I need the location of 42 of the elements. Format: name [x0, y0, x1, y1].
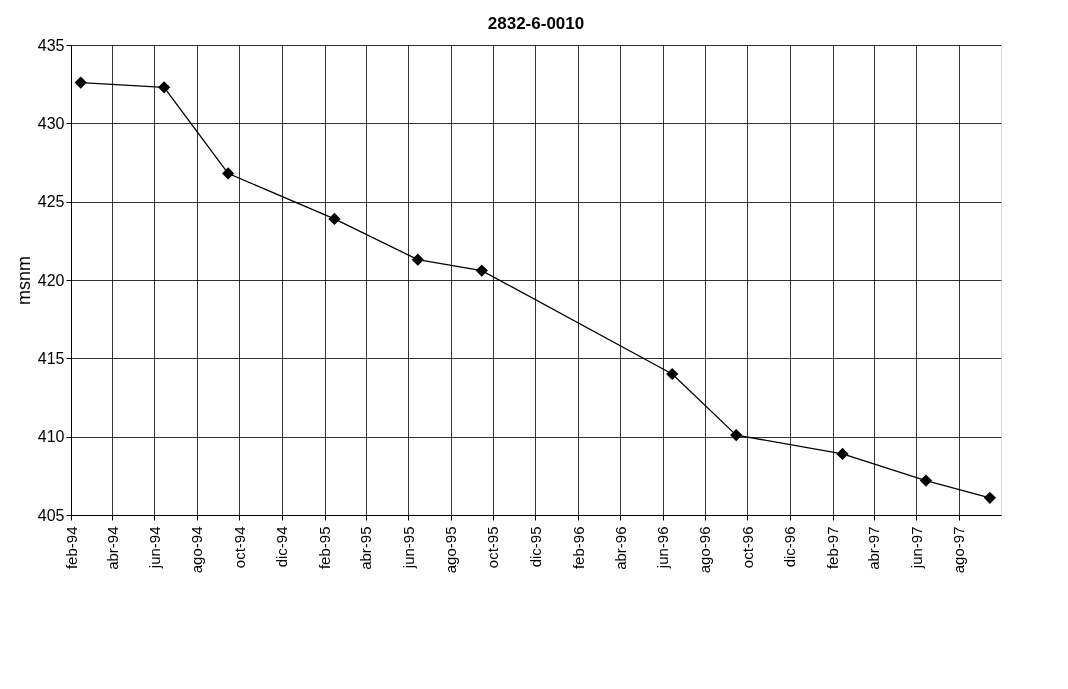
- x-tick-label: oct-95: [484, 526, 502, 569]
- y-axis-title: msnm: [13, 256, 34, 305]
- point: [221, 167, 235, 180]
- point: [983, 491, 996, 504]
- chart-title: 2832-6-0010: [487, 14, 585, 33]
- point: [475, 264, 488, 277]
- x-tick-label: abr-95: [357, 526, 375, 570]
- x-tick-label: oct-94: [230, 526, 248, 569]
- point: [74, 76, 87, 89]
- x-tick-label: jun-97: [907, 526, 925, 570]
- y-tick-label: 415: [37, 349, 65, 367]
- y-tick-label: 420: [37, 271, 65, 289]
- x-tick-label: jun-96: [654, 526, 671, 570]
- point: [836, 447, 849, 461]
- point: [158, 81, 171, 94]
- y-tick-label: 410: [37, 428, 65, 446]
- x-tick-label: feb-95: [316, 526, 334, 570]
- x-tick-label: ago-95: [442, 526, 460, 574]
- y-tick-label: 425: [37, 193, 65, 211]
- x-tick-label: abr-94: [103, 526, 121, 570]
- x-tick-label: feb-94: [62, 526, 80, 570]
- x-tick-label: feb-97: [824, 526, 842, 570]
- point: [328, 212, 341, 226]
- x-tick-label: ago-96: [696, 526, 714, 574]
- x-tick-label: feb-96: [569, 526, 587, 570]
- x-tick-label: dic-96: [781, 526, 799, 568]
- y-tick-label: 405: [37, 506, 65, 524]
- x-tick-label: abr-96: [611, 526, 629, 570]
- x-tick-label: dic-95: [526, 526, 544, 568]
- point: [919, 474, 933, 487]
- x-tick-label: ago-97: [950, 526, 968, 574]
- x-tick-label: oct-96: [738, 526, 756, 569]
- point: [666, 367, 679, 381]
- point: [730, 428, 743, 442]
- x-tick-label: jun-94: [145, 526, 163, 570]
- x-tick-label: jun-95: [399, 526, 417, 570]
- x-tick-label: ago-94: [188, 526, 206, 574]
- point: [411, 253, 424, 266]
- y-tick-label: 430: [37, 114, 65, 132]
- y-tick-label: 435: [37, 36, 65, 54]
- x-tick-label: dic-94: [273, 526, 291, 568]
- x-tick-label: abr-97: [865, 526, 883, 570]
